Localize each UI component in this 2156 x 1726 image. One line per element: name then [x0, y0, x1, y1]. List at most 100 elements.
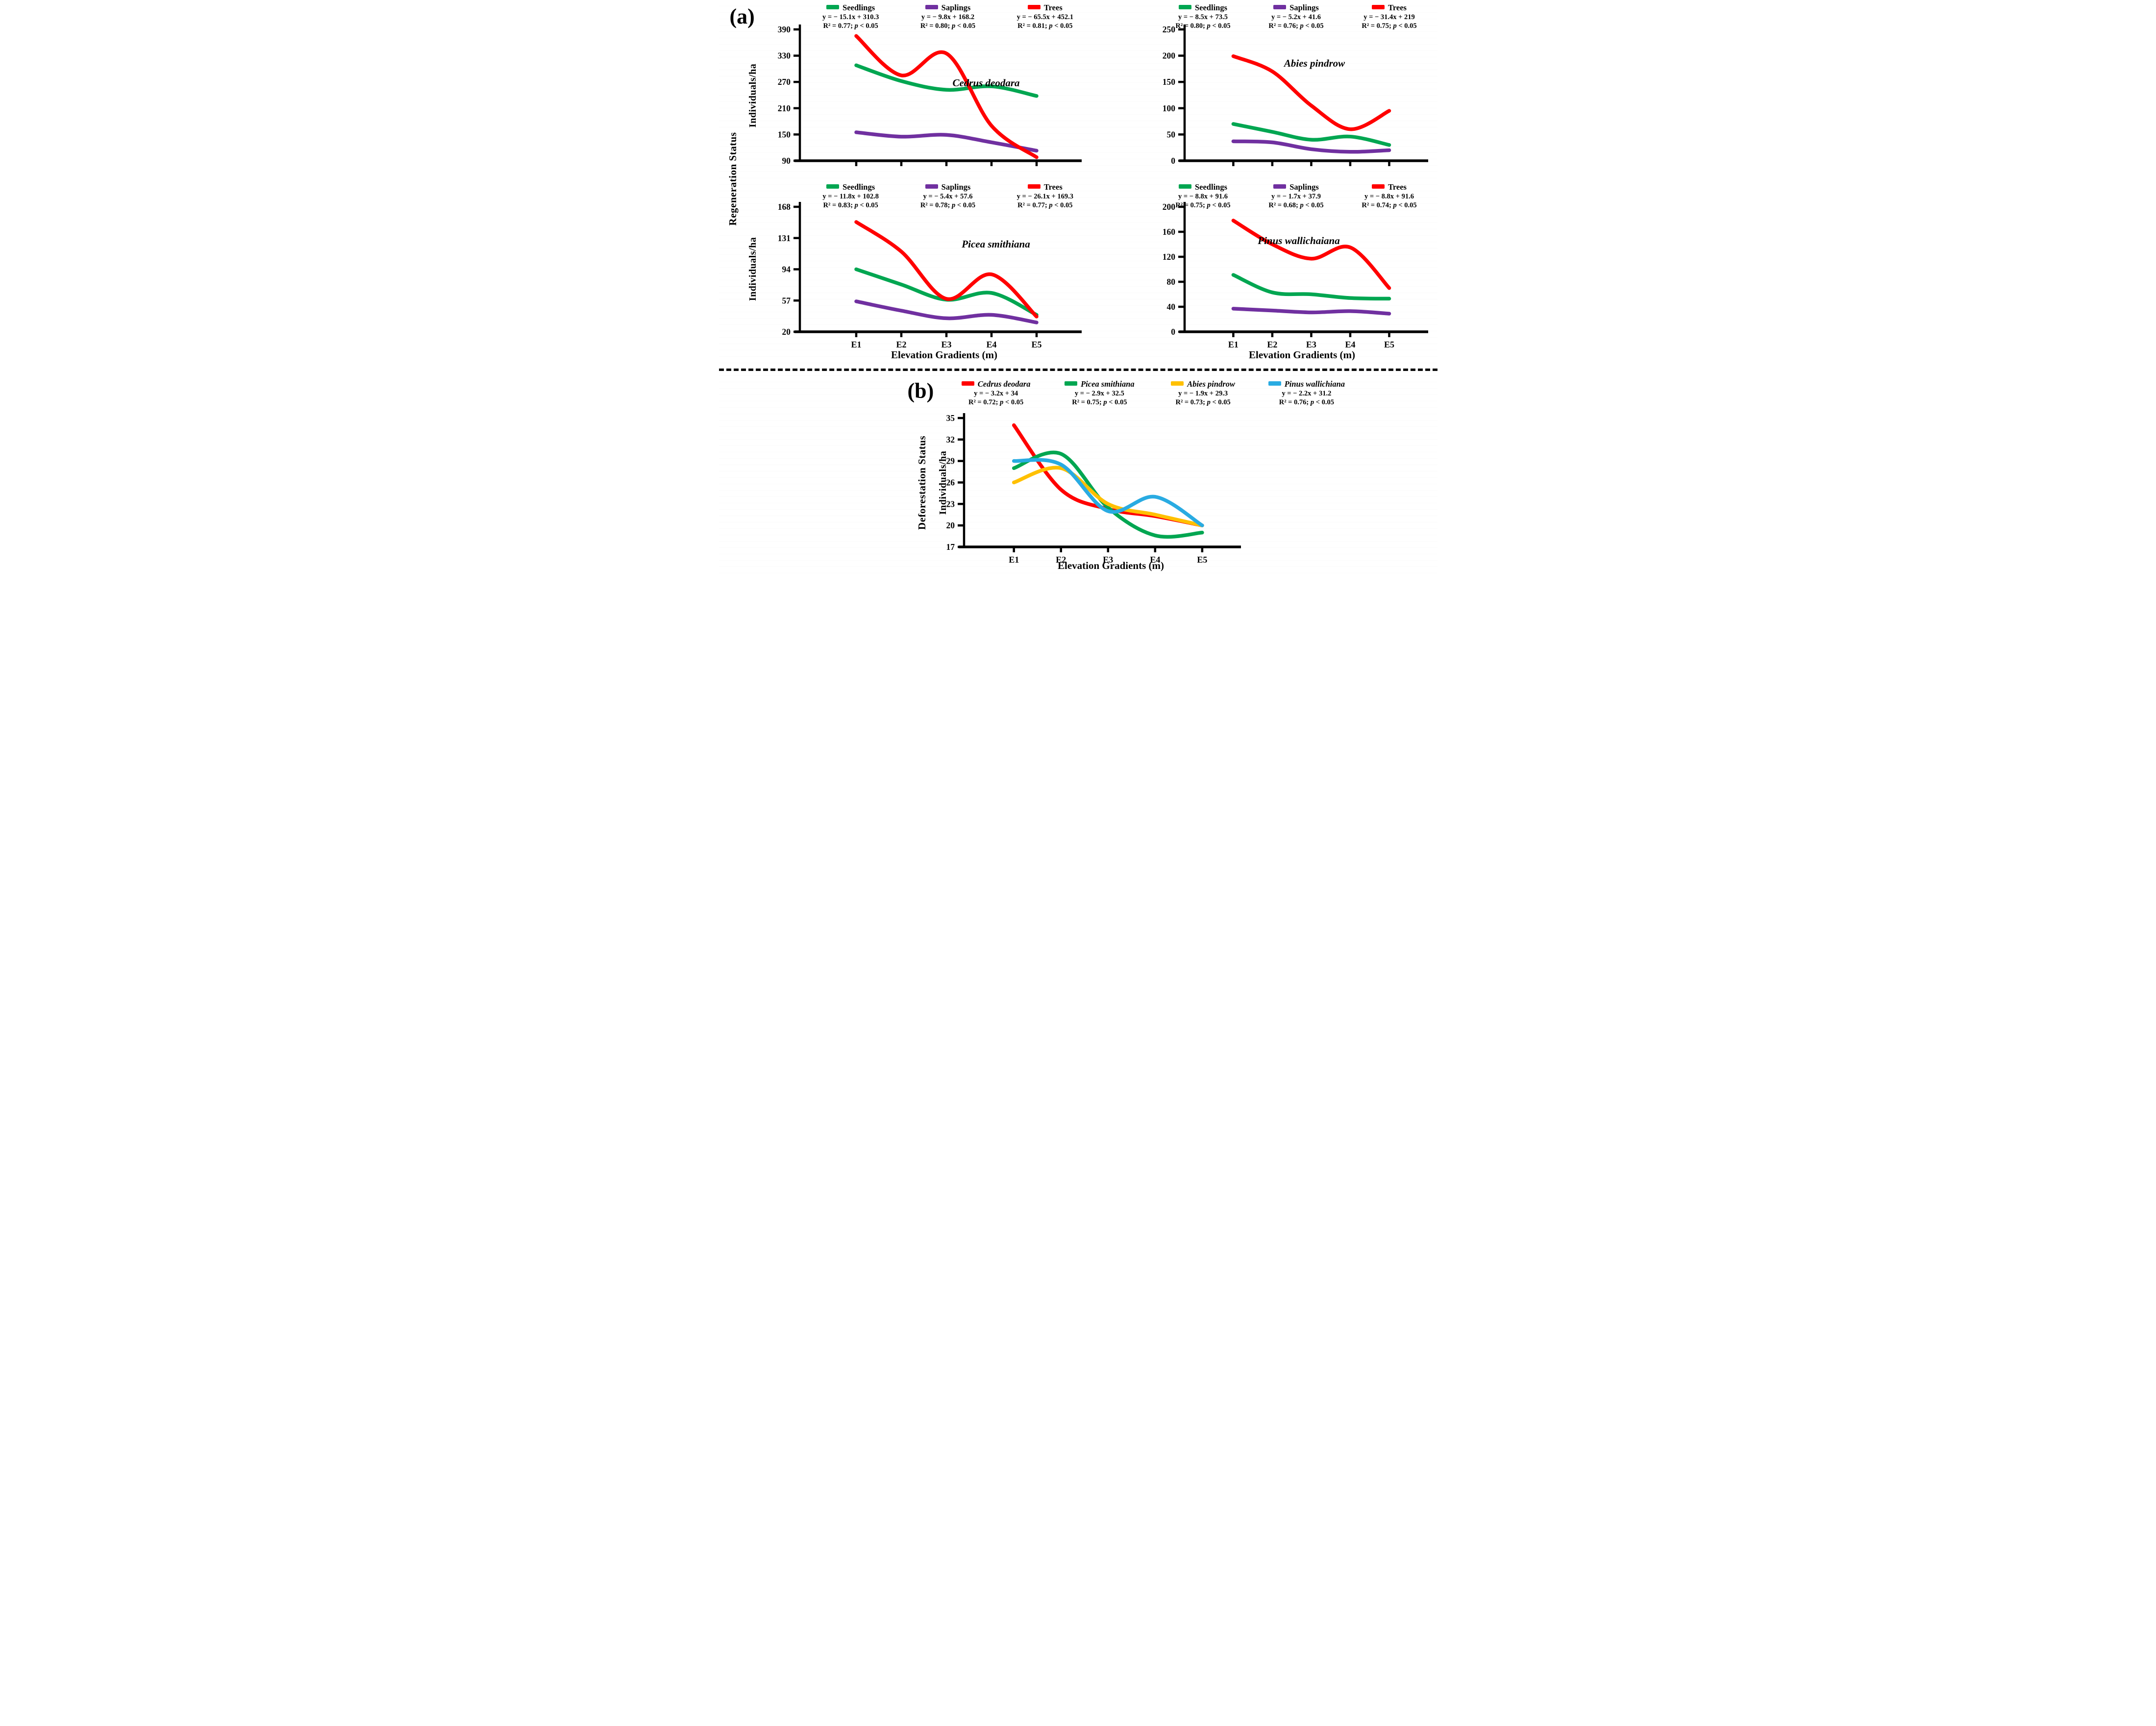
legend-item: Trees y = − 65.5x + 452.1 R² = 0.81; p < 0…: [996, 3, 1093, 31]
legend-series-name: Trees: [996, 182, 1093, 192]
legend-equation: y = − 9.8x + 168.2: [921, 13, 975, 22]
y-tick-label: 35: [946, 413, 955, 423]
panel-divider-dashed-line: [719, 369, 1437, 371]
x-tick-label: E4: [1150, 555, 1160, 565]
legend-item: Seedlings y = − 15.1x + 310.3 R² = 0.77; p…: [802, 3, 899, 31]
row1-y-axis-title: Individuals/ha: [747, 63, 758, 128]
y-tick-label: 57: [782, 296, 791, 305]
legend-series-name: Cedrus deodara: [944, 379, 1048, 389]
legend-r2-stat: R² = 0.80; p < 0.05: [1175, 22, 1231, 30]
series-line-saplings: [1231, 139, 1391, 154]
y-tick-label: 20: [946, 520, 955, 530]
y-tick-label: 210: [777, 103, 791, 113]
chart-deforestation-status: 17 20 23 26 29 32 35 E1 E2 E3 E4 E5: [946, 413, 1241, 565]
legend-equation: y = − 1.9x + 29.3: [1178, 390, 1228, 398]
y-tick-label: 26: [946, 478, 955, 488]
legend-item: Cedrus deodara y = − 3.2x + 34 R² = 0.72; …: [944, 379, 1048, 407]
legend-series-name: Seedlings: [1157, 182, 1250, 192]
legend-item: Picea smithiana y = − 2.9x + 32.5 R² = 0.7…: [1048, 379, 1151, 407]
legend-equation: y = − 15.1x + 310.3: [822, 13, 879, 22]
y-tick-label: 120: [1162, 252, 1175, 262]
legend-series-name: Saplings: [1250, 182, 1343, 192]
series-line-pinus-wallichiana: [1012, 458, 1204, 527]
y-tick-label: 150: [777, 129, 791, 139]
chart-cedrus-deodara: 90 150 210 270 330 390 Cedrus deodara: [777, 25, 1082, 166]
legend-equation: y = − 8.8x + 91.6: [1364, 193, 1414, 201]
legend-equation: y = − 65.5x + 452.1: [1016, 13, 1074, 22]
series-line-seedlings: [1231, 273, 1391, 301]
legend-color-swatch: [1268, 381, 1281, 386]
legend-item: Saplings y = − 9.8x + 168.2 R² = 0.80; p <…: [899, 3, 996, 31]
y-tick-label: 23: [946, 499, 955, 509]
y-tick-label: 0: [1171, 327, 1175, 337]
legend-item: Seedlings y = − 8.5x + 73.5 R² = 0.80; p <…: [1157, 3, 1250, 31]
series-line-saplings: [854, 130, 1039, 153]
y-tick-label: 17: [946, 542, 955, 552]
legend-r2-stat: R² = 0.72; p < 0.05: [968, 398, 1024, 406]
legend-color-swatch: [1178, 184, 1191, 189]
legend-equation: y = − 2.2x + 31.2: [1282, 390, 1332, 398]
x-tick-label: E2: [896, 340, 906, 349]
legend-color-swatch: [925, 184, 938, 189]
legend-color-swatch: [1065, 381, 1078, 386]
legend-color-swatch: [1027, 184, 1041, 189]
legend-r2-stat: R² = 0.76; p < 0.05: [1268, 22, 1324, 30]
legend-item: Saplings y = − 1.7x + 37.9 R² = 0.68; p < …: [1250, 182, 1343, 210]
y-tick-label: 100: [1162, 103, 1175, 113]
legend-color-swatch: [1178, 5, 1191, 9]
row2-right-x-axis-title: Elevation Gradients (m): [1249, 349, 1355, 361]
legend-cedrus-deodara: Seedlings y = − 15.1x + 310.3 R² = 0.77; p…: [802, 3, 1094, 31]
panel-a-y-axis-title: Regeneration Status: [726, 132, 739, 226]
panel-b-label: (b): [907, 379, 934, 403]
y-tick-label: 0: [1171, 156, 1175, 166]
y-tick-label: 80: [1166, 277, 1175, 287]
x-tick-label: E1: [1009, 555, 1019, 565]
y-tick-label: 250: [1162, 25, 1175, 34]
chart-species-title: Picea smithiana: [961, 238, 1030, 250]
legend-series-name: Abies pindrow: [1151, 379, 1255, 389]
panel-b-x-axis-title: Elevation Gradients (m): [1058, 560, 1164, 571]
series-line-seedlings: [1231, 122, 1391, 147]
legend-item: Seedlings y = − 8.8x + 91.6 R² = 0.75; p <…: [1157, 182, 1250, 210]
chart-picea-smithiana: 20 57 94 131 168 E1 E2 E3 E4 E5 Picea smithiana: [777, 202, 1082, 349]
legend-equation: y = − 1.7x + 37.9: [1271, 193, 1321, 201]
y-tick-label: 20: [782, 327, 791, 337]
series-line-trees: [1231, 54, 1391, 131]
y-tick-label: 200: [1162, 51, 1175, 61]
x-tick-label: E1: [1228, 340, 1238, 349]
chart-pinus-wallichaiana: 0 40 80 120 160 200 E1 E2 E3 E4 E5 Pinus wallichaia…: [1162, 202, 1428, 349]
legend-color-swatch: [1027, 5, 1041, 9]
legend-r2-stat: R² = 0.76; p < 0.05: [1279, 398, 1335, 406]
legend-series-name: Trees: [1343, 182, 1436, 192]
x-tick-label: E5: [1031, 340, 1041, 349]
y-tick-label: 330: [777, 51, 791, 61]
panel-b-y-axis-title-outer: Deforestation Status: [916, 435, 928, 530]
legend-picea-smithiana: Seedlings y = − 11.8x + 102.8 R² = 0.83; p…: [802, 182, 1094, 210]
legend-color-swatch: [826, 184, 840, 189]
figure-regeneration-deforestation: (a) Regeneration Status Individuals/ha I…: [719, 0, 1437, 575]
row2-y-axis-title: Individuals/ha: [747, 237, 758, 301]
x-tick-label: E5: [1197, 555, 1207, 565]
legend-series-name: Picea smithiana: [1048, 379, 1151, 389]
y-tick-label: 131: [777, 233, 790, 243]
legend-series-name: Seedlings: [802, 182, 899, 192]
series-line-trees: [854, 220, 1039, 319]
legend-r2-stat: R² = 0.68; p < 0.05: [1268, 201, 1324, 209]
legend-r2-stat: R² = 0.78; p < 0.05: [920, 201, 976, 209]
legend-color-swatch: [826, 5, 840, 9]
x-tick-label: E3: [1306, 340, 1316, 349]
legend-r2-stat: R² = 0.75; p < 0.05: [1362, 22, 1417, 30]
legend-equation: y = − 5.4x + 57.6: [923, 193, 973, 201]
legend-series-name: Seedlings: [1157, 3, 1250, 13]
x-tick-label: E2: [1267, 340, 1277, 349]
legend-item: Trees y = − 26.1x + 169.3 R² = 0.77; p < 0…: [996, 182, 1093, 210]
legend-equation: y = − 8.5x + 73.5: [1178, 13, 1228, 22]
legend-item: Abies pindrow y = − 1.9x + 29.3 R² = 0.73;…: [1151, 379, 1255, 407]
legend-color-swatch: [925, 5, 938, 9]
chart-species-title: Abies pindrow: [1283, 57, 1345, 69]
legend-item: Seedlings y = − 11.8x + 102.8 R² = 0.83; p…: [802, 182, 899, 210]
x-tick-label: E1: [851, 340, 861, 349]
row2-left-x-axis-title: Elevation Gradients (m): [891, 349, 997, 361]
x-tick-label: E4: [1345, 340, 1355, 349]
legend-series-name: Saplings: [1250, 3, 1343, 13]
